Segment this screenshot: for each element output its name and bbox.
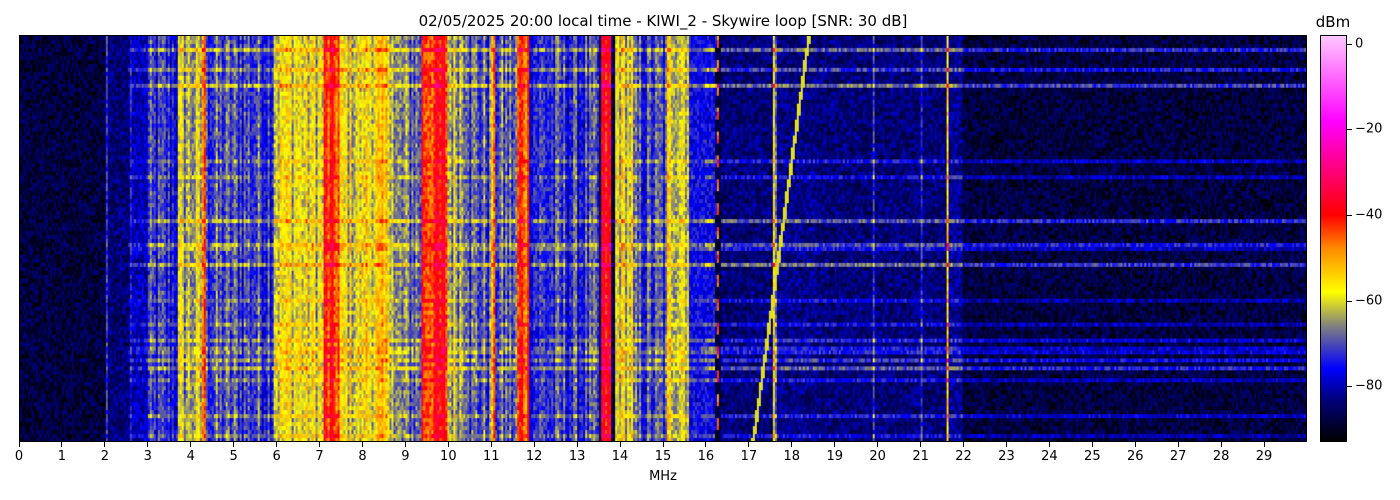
colorbar-tick: [1347, 386, 1352, 388]
x-tick: [361, 442, 363, 447]
x-tick: [18, 442, 20, 447]
x-tick-label: 17: [740, 449, 758, 464]
x-tick: [319, 442, 321, 447]
x-tick: [1177, 442, 1179, 447]
x-tick: [877, 442, 879, 447]
x-tick-label: 21: [912, 449, 929, 464]
x-tick-label: 1: [57, 449, 67, 464]
x-tick-label: 3: [143, 449, 152, 464]
colorbar-tick: [1347, 43, 1352, 45]
x-tick: [233, 442, 235, 447]
waterfall-heatmap: [20, 36, 1306, 441]
colorbar-tick: [1347, 300, 1352, 302]
x-tick: [147, 442, 149, 447]
x-tick: [1134, 442, 1136, 447]
x-tick-label: 2: [100, 449, 109, 464]
x-tick: [705, 442, 707, 447]
x-tick: [1005, 442, 1007, 447]
waterfall-plot: [19, 35, 1307, 442]
x-tick: [447, 442, 449, 447]
x-tick: [920, 442, 922, 447]
x-tick-label: 19: [826, 449, 843, 464]
x-tick: [748, 442, 750, 447]
x-tick-label: 9: [401, 449, 410, 464]
x-tick-label: 29: [1255, 449, 1273, 464]
x-tick-label: 11: [482, 449, 500, 464]
x-tick: [61, 442, 63, 447]
colorbar-tick-label: −20: [1355, 121, 1383, 137]
x-tick-label: 14: [611, 449, 629, 464]
x-tick: [104, 442, 106, 447]
x-tick-label: 12: [525, 449, 543, 464]
x-tick-label: 20: [869, 449, 886, 464]
x-tick-label: 4: [186, 449, 195, 464]
x-tick: [1048, 442, 1050, 447]
x-tick-label: 16: [697, 449, 715, 464]
colorbar-tick-label: −60: [1355, 293, 1383, 309]
x-tick-label: 26: [1126, 449, 1144, 464]
colorbar: [1320, 35, 1347, 442]
x-tick: [1263, 442, 1265, 447]
x-tick-label: 18: [783, 449, 801, 464]
x-tick: [662, 442, 664, 447]
colorbar-label: dBm: [1315, 13, 1351, 31]
x-tick: [1220, 442, 1222, 447]
x-tick-label: 22: [955, 449, 972, 464]
chart-title: 02/05/2025 20:00 local time - KIWI_2 - S…: [418, 12, 908, 30]
x-tick: [576, 442, 578, 447]
x-tick-label: 27: [1169, 449, 1187, 464]
x-tick: [619, 442, 621, 447]
x-tick-label: 23: [998, 449, 1015, 464]
x-tick-label: 8: [358, 449, 367, 464]
colorbar-tick: [1347, 129, 1352, 131]
x-tick-label: 7: [315, 449, 324, 464]
colorbar-tick-label: −80: [1355, 378, 1383, 394]
x-tick: [190, 442, 192, 447]
x-tick-label: 13: [568, 449, 586, 464]
x-axis-label: MHz: [649, 469, 677, 484]
x-tick-label: 24: [1041, 449, 1058, 464]
colorbar-tick-label: 0: [1355, 36, 1364, 52]
x-tick: [276, 442, 278, 447]
x-tick-label: 10: [440, 449, 457, 464]
colorbar-tick: [1347, 214, 1352, 216]
x-tick: [834, 442, 836, 447]
x-tick: [490, 442, 492, 447]
x-tick: [533, 442, 535, 447]
x-tick-label: 0: [14, 449, 24, 464]
x-tick-label: 28: [1212, 449, 1230, 464]
x-tick: [963, 442, 965, 447]
x-tick-label: 15: [654, 449, 672, 464]
x-tick: [404, 442, 406, 447]
x-tick-label: 25: [1084, 449, 1101, 464]
x-tick: [791, 442, 793, 447]
x-tick-label: 5: [229, 449, 238, 464]
x-tick-label: 6: [272, 449, 281, 464]
x-tick: [1091, 442, 1093, 447]
colorbar-tick-label: −40: [1355, 207, 1383, 223]
